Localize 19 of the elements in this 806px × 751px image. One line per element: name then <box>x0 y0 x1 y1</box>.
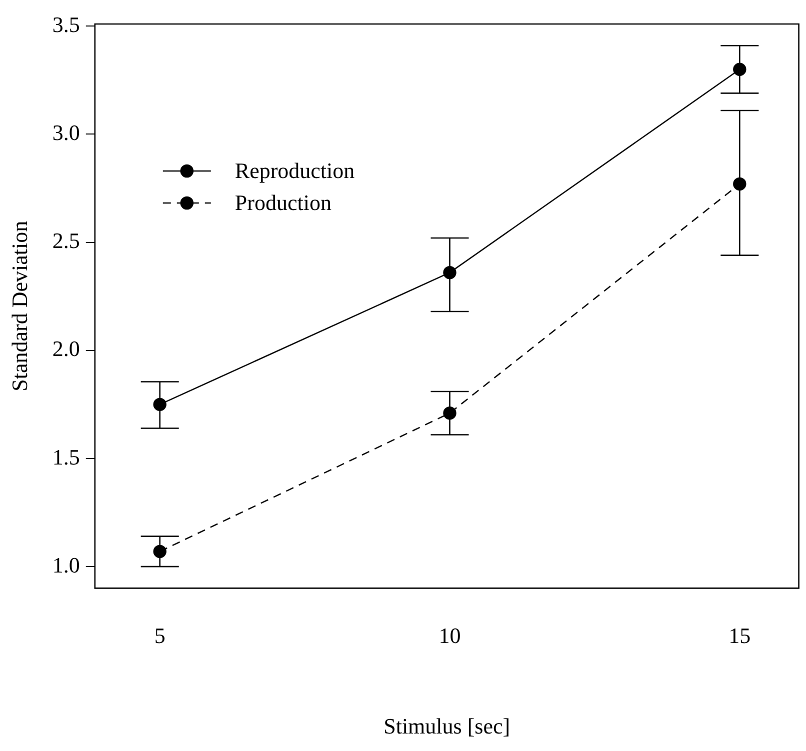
x-tick-label: 5 <box>154 623 166 648</box>
x-tick-label: 15 <box>728 623 751 648</box>
point <box>443 266 456 280</box>
y-axis-title: Standard Deviation <box>6 220 32 392</box>
point <box>733 62 746 76</box>
y-tick-label: 1.0 <box>52 552 80 578</box>
y-tick-label: 2.0 <box>52 336 80 362</box>
x-axis-title: Stimulus [sec] <box>384 714 510 739</box>
y-tick-label: 1.5 <box>52 444 80 470</box>
legend-label: Reproduction <box>234 158 355 183</box>
point <box>153 544 166 558</box>
y-tick-label: 3.0 <box>52 120 80 146</box>
point <box>733 177 746 191</box>
legend-label: Production <box>234 190 332 215</box>
point <box>443 406 456 420</box>
x-tick-label: 10 <box>438 623 461 648</box>
y-tick-label: 3.5 <box>52 12 80 37</box>
y-tick-label: 2.5 <box>52 228 80 254</box>
point <box>153 398 166 412</box>
